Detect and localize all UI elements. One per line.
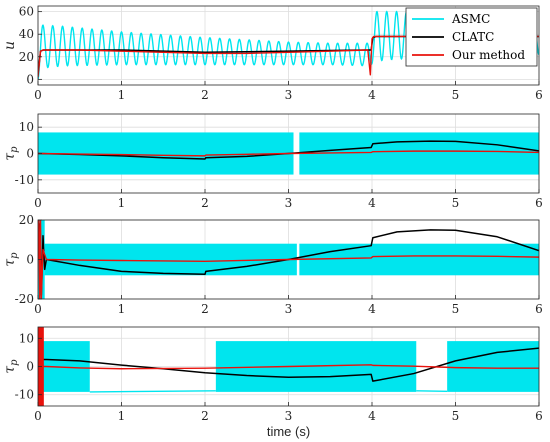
y-axis-label: τp [2,146,20,161]
y-axis-label: u [2,41,18,50]
x-tick-label: 3 [285,409,293,423]
legend-label: ASMC [451,12,490,26]
x-tick-label: 6 [535,196,543,210]
y-tick-label: 60 [19,5,34,19]
x-tick-label: 0 [34,409,42,423]
y-tick-label: 10 [19,120,34,134]
y-axis-label: τp [2,359,20,374]
y-tick-label: 20 [19,213,34,227]
y-tick-label: 40 [19,27,34,41]
x-tick-label: 1 [118,302,126,316]
legend: ASMC CLATC Our method [406,8,537,66]
asmc-gap-line [416,391,447,392]
x-tick-label: 4 [368,409,376,423]
x-tick-label: 3 [285,196,293,210]
x-tick-label: 2 [201,196,209,210]
x-axis-label: time (s) [267,424,310,439]
series-layer [38,132,539,174]
y-tick-label: 20 [19,50,34,64]
x-tick-label: 2 [201,302,209,316]
x-tick-label: 1 [118,196,126,210]
asmc-band [447,341,539,392]
y-tick-label: -10 [15,173,34,187]
y-tick-label: -10 [15,388,34,402]
x-tick-label: 6 [535,302,543,316]
x-tick-label: 5 [452,409,460,423]
x-tick-label: 3 [285,302,293,316]
x-tick-label: 6 [535,88,543,102]
x-tick-label: 0 [34,302,42,316]
x-tick-label: 2 [201,88,209,102]
y-tick-label: -20 [15,292,34,306]
x-tick-label: 5 [452,88,460,102]
x-tick-label: 1 [118,409,126,423]
y-tick-label: 0 [26,147,34,161]
legend-label: Our method [452,48,525,62]
x-tick-label: 4 [368,302,376,316]
x-tick-label: 4 [368,88,376,102]
asmc-band [299,244,539,276]
y-tick-label: 10 [19,331,34,345]
y-axis-label: τp [2,252,20,267]
legend-label: CLATC [452,30,494,44]
x-tick-label: 4 [368,196,376,210]
x-tick-label: 0 [34,88,42,102]
x-tick-label: 3 [285,88,293,102]
y-tick-label: 0 [26,253,34,267]
y-tick-label: 0 [26,360,34,374]
x-tick-label: 5 [452,302,460,316]
x-tick-label: 0 [34,196,42,210]
x-tick-label: 6 [535,409,543,423]
y-tick-label: 0 [26,72,34,86]
x-tick-label: 1 [118,88,126,102]
x-tick-label: 5 [452,196,460,210]
x-tick-label: 2 [201,409,209,423]
